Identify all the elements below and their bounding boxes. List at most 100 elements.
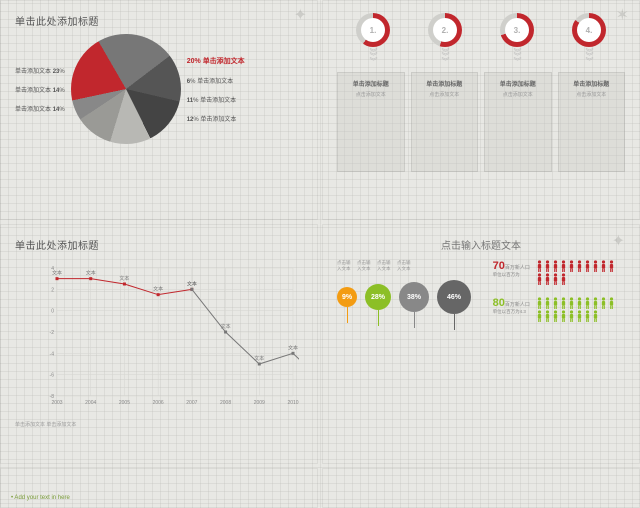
donut: 4. [572, 13, 606, 47]
svg-text:2009: 2009 [254, 400, 265, 406]
card-subtext: 点击添加文本 [489, 91, 547, 98]
person-icon [576, 297, 583, 309]
arrow-down-icon: ︾︾︾ [586, 51, 593, 64]
person-icon [560, 297, 567, 309]
bubble-section: 点击输入文本点击输入文本点击输入文本点击输入文本 9%28%38%46% [337, 260, 483, 322]
panel-line: 单击此处添加标题 -8-6-4-202420032004200520062007… [0, 224, 318, 464]
svg-text:2007: 2007 [186, 400, 197, 406]
card-row: 单击添加标题点击添加文本单击添加标题点击添加文本单击添加标题点击添加文本单击添加… [337, 72, 625, 172]
bubble-row: 9%28%38%46% [337, 280, 483, 314]
svg-text:文本: 文本 [153, 286, 163, 293]
person-icon [568, 310, 575, 322]
person-icon [552, 273, 559, 285]
svg-text:0: 0 [51, 309, 54, 315]
pie-right-labels: 20% 单击添加文本 6% 单击添加文本 11% 单击添加文本 12% 单击添加… [187, 56, 245, 123]
people-section: 70百万新人口单位以百万为 80百万新人口单位以百万为4.3 [493, 260, 625, 322]
bottom-strip-left: • Add your text in here [0, 468, 318, 508]
svg-text:-6: -6 [50, 373, 55, 379]
donut-column: 3. ︾︾︾ [500, 13, 534, 64]
person-icon [608, 260, 615, 272]
donut-column: 4. ︾︾︾ [572, 13, 606, 64]
person-icon [560, 260, 567, 272]
strip-text: • Add your text in here [11, 495, 70, 501]
donut: 2. [428, 13, 462, 47]
person-icon [536, 273, 543, 285]
person-icon [560, 310, 567, 322]
arrow-down-icon: ︾︾︾ [442, 51, 449, 64]
panel-donuts: ✶ 1.︾︾︾2.︾︾︾3.︾︾︾4.︾︾︾ 单击添加标题点击添加文本单击添加标… [322, 0, 640, 220]
person-icon [568, 260, 575, 272]
person-icon [544, 297, 551, 309]
card-subtext: 点击添加文本 [563, 91, 621, 98]
person-icon [536, 297, 543, 309]
panel-c-footnote: 单击添加文本 单击添加文本 [15, 421, 303, 428]
pie-left-labels: 单击添加文本 23% 单击添加文本 14% 单击添加文本 14% [15, 66, 65, 113]
info-card: 单击添加标题点击添加文本 [484, 72, 552, 172]
panel-a-title: 单击此处添加标题 [15, 13, 303, 28]
svg-text:文本: 文本 [119, 275, 129, 282]
info-card: 单击添加标题点击添加文本 [558, 72, 626, 172]
person-icon [592, 297, 599, 309]
people-text: 80百万新人口单位以百万为4.3 [493, 297, 530, 314]
person-icon [544, 273, 551, 285]
pie-label: 12% 单击添加文本 [187, 114, 237, 123]
person-icon [536, 260, 543, 272]
arrow-down-icon: ︾︾︾ [514, 51, 521, 64]
person-icon [552, 260, 559, 272]
svg-text:2010: 2010 [287, 400, 298, 406]
svg-text:2004: 2004 [85, 400, 96, 406]
svg-text:文本: 文本 [187, 280, 197, 287]
svg-text:2: 2 [51, 287, 54, 293]
bottom-strip-right [322, 468, 640, 508]
person-icon [552, 297, 559, 309]
person-icon [592, 310, 599, 322]
people-icon-grid [536, 260, 615, 285]
mini-label-row: 点击输入文本点击输入文本点击输入文本点击输入文本 [337, 260, 483, 272]
panel-infographic: ✦ 点击输入标题文本 点击输入文本点击输入文本点击输入文本点击输入文本 9%28… [322, 224, 640, 464]
person-icon [552, 310, 559, 322]
person-icon [608, 297, 615, 309]
svg-text:2006: 2006 [153, 400, 164, 406]
person-icon [544, 260, 551, 272]
panel-d-title: 点击输入标题文本 [337, 237, 625, 252]
person-icon [592, 260, 599, 272]
people-block: 80百万新人口单位以百万为4.3 [493, 297, 625, 322]
svg-text:文本: 文本 [288, 344, 298, 351]
donut-number: 2. [442, 26, 449, 35]
people-text: 70百万新人口单位以百万为 [493, 260, 530, 277]
donut-number: 1. [370, 26, 377, 35]
person-icon [576, 260, 583, 272]
panel-c-title: 单击此处添加标题 [15, 237, 303, 252]
person-icon [584, 260, 591, 272]
svg-text:2005: 2005 [119, 400, 130, 406]
pie-label-highlight: 20% 单击添加文本 [187, 56, 245, 66]
svg-text:文本: 文本 [52, 270, 62, 277]
person-icon [568, 297, 575, 309]
mini-label: 点击输入文本 [337, 260, 351, 272]
panel-pie: ✦ 单击此处添加标题 单击添加文本 23% 单击添加文本 14% 单击添加文本 … [0, 0, 318, 220]
person-icon [600, 297, 607, 309]
card-subtext: 点击添加文本 [416, 91, 474, 98]
card-subtext: 点击添加文本 [342, 91, 400, 98]
person-icon [576, 310, 583, 322]
svg-text:文本: 文本 [86, 270, 96, 277]
info-card: 单击添加标题点击添加文本 [411, 72, 479, 172]
pie-label: 单击添加文本 14% [15, 85, 65, 94]
pie-chart [71, 34, 181, 144]
pie-label: 单击添加文本 14% [15, 104, 65, 113]
svg-text:文本: 文本 [221, 323, 231, 330]
people-icon-grid [536, 297, 615, 322]
info-card: 单击添加标题点击添加文本 [337, 72, 405, 172]
bubble: 28% [365, 284, 391, 310]
svg-text:2003: 2003 [51, 400, 62, 406]
card-heading: 单击添加标题 [342, 79, 400, 88]
donut-column: 1. ︾︾︾ [356, 13, 390, 64]
card-heading: 单击添加标题 [416, 79, 474, 88]
mini-label: 点击输入文本 [397, 260, 411, 272]
donut: 3. [500, 13, 534, 47]
bubble: 46% [437, 280, 471, 314]
arrow-down-icon: ︾︾︾ [370, 51, 377, 64]
person-icon [600, 260, 607, 272]
card-heading: 单击添加标题 [489, 79, 547, 88]
person-icon [584, 297, 591, 309]
